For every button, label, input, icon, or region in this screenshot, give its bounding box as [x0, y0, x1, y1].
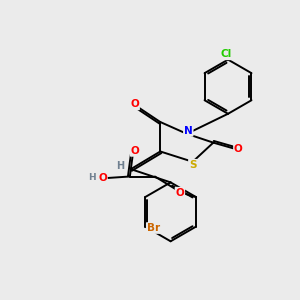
- Text: N: N: [184, 126, 193, 136]
- Text: O: O: [176, 188, 184, 198]
- Text: O: O: [234, 143, 243, 154]
- Text: H: H: [88, 173, 95, 182]
- Text: O: O: [98, 173, 107, 183]
- Text: O: O: [131, 146, 140, 156]
- Text: Br: Br: [147, 223, 160, 233]
- Text: Cl: Cl: [221, 49, 232, 59]
- Text: H: H: [116, 161, 124, 171]
- Text: S: S: [189, 160, 196, 170]
- Text: O: O: [130, 99, 139, 110]
